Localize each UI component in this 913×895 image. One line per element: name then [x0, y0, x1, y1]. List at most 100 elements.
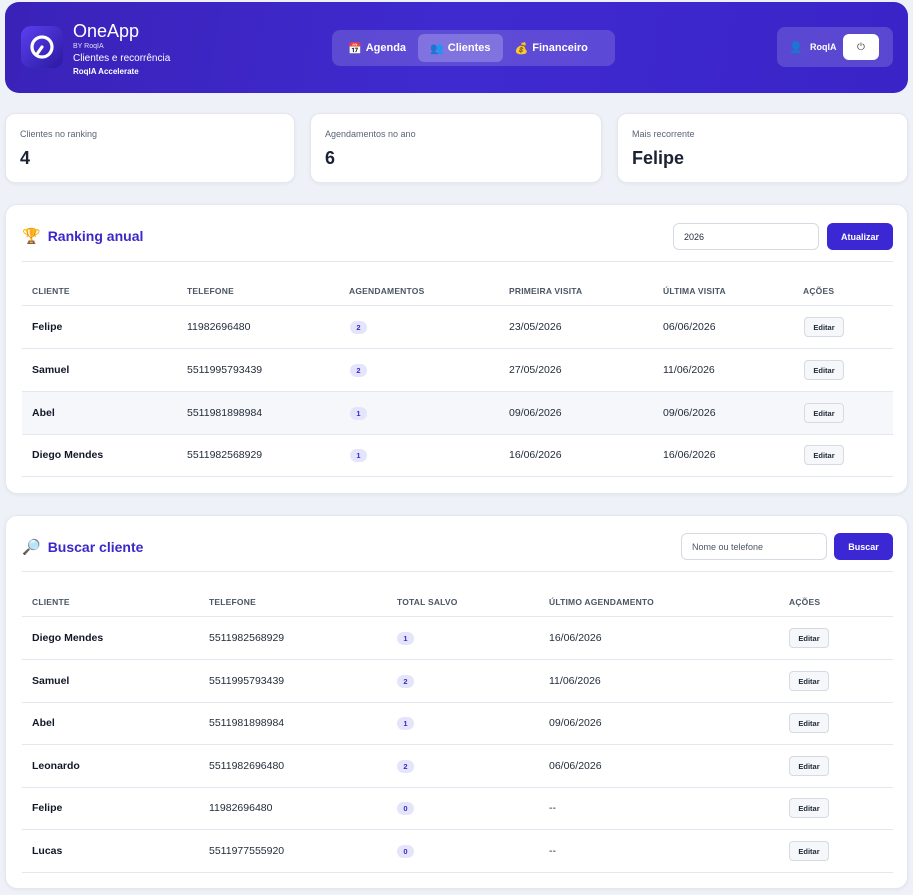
total-badge: 0: [397, 845, 414, 858]
table-row: Felipe 11982696480 0 -- Editar: [22, 787, 893, 830]
last-appointment: 06/06/2026: [549, 760, 602, 772]
client-name: Lucas: [32, 845, 63, 857]
ranking-panel: 🏆 Ranking anual Atualizar CLIENTE TELEFO…: [5, 204, 908, 494]
column-header: TOTAL SALVO: [397, 597, 458, 607]
year-input[interactable]: [673, 223, 819, 250]
tab-label: Clientes: [447, 42, 491, 54]
stat-card-appointments: Agendamentos no ano 6: [310, 113, 602, 183]
column-header: AÇÕES: [789, 597, 821, 607]
count-badge: 1: [350, 449, 367, 462]
first-visit: 16/06/2026: [509, 449, 562, 461]
brand-tagline: RoqIA Accelerate: [73, 67, 139, 76]
client-phone: 5511982568929: [209, 632, 285, 644]
logo-icon: [30, 35, 54, 59]
stat-value: 6: [325, 148, 336, 168]
stat-label: Mais recorrente: [632, 129, 695, 139]
edit-button[interactable]: Editar: [789, 756, 829, 776]
last-visit: 09/06/2026: [663, 407, 716, 419]
money-bag-icon: 💰: [514, 42, 529, 55]
divider: [22, 616, 893, 617]
edit-button[interactable]: Editar: [789, 713, 829, 733]
edit-button[interactable]: Editar: [789, 671, 829, 691]
client-name: Diego Mendes: [32, 632, 104, 644]
stat-label: Agendamentos no ano: [325, 129, 416, 139]
trophy-icon: 🏆: [22, 228, 41, 245]
search-input[interactable]: [681, 533, 827, 560]
table-row: Abel 5511981898984 1 09/06/2026 09/06/20…: [22, 392, 893, 435]
search-button[interactable]: Buscar: [834, 533, 893, 560]
user-icon: 👤: [789, 42, 803, 54]
client-name: Felipe: [32, 802, 63, 814]
edit-button[interactable]: Editar: [804, 403, 844, 423]
panel-title-label: Buscar cliente: [47, 539, 144, 555]
edit-button[interactable]: Editar: [789, 841, 829, 861]
user-name: RoqIA: [810, 42, 837, 52]
column-header: CLIENTE: [32, 286, 70, 296]
client-phone: 11982696480: [209, 802, 273, 814]
column-header: TELEFONE: [209, 597, 256, 607]
table-row: Samuel 5511995793439 2 11/06/2026 Editar: [22, 660, 893, 703]
column-header: ÚLTIMO AGENDAMENTO: [549, 597, 654, 607]
client-phone: 5511981898984: [187, 407, 263, 419]
stat-label: Clientes no ranking: [20, 129, 98, 139]
edit-button[interactable]: Editar: [789, 628, 829, 648]
stat-value: 4: [20, 148, 31, 168]
client-phone: 5511982568929: [187, 449, 263, 461]
last-appointment: 09/06/2026: [549, 717, 602, 729]
brand-subtitle: Clientes e recorrência: [73, 53, 171, 64]
column-header: PRIMEIRA VISITA: [509, 286, 583, 296]
divider: [22, 261, 893, 262]
client-name: Leonardo: [32, 760, 80, 772]
divider: [22, 571, 893, 572]
app-header: OneApp BY RoqIA Clientes e recorrência R…: [5, 2, 908, 93]
user-menu: 👤 RoqIA ⏻: [777, 27, 893, 67]
divider: [22, 305, 893, 306]
first-visit: 27/05/2026: [509, 364, 562, 376]
client-name: Samuel: [32, 364, 70, 376]
tab-clientes[interactable]: 👥 Clientes: [418, 34, 503, 62]
column-header: ÚLTIMA VISITA: [663, 286, 726, 296]
users-icon: 👥: [430, 42, 444, 55]
last-visit: 11/06/2026: [663, 364, 715, 376]
main-nav: 📅 Agenda 👥 Clientes 💰 Financeiro: [332, 30, 615, 66]
last-visit: 06/06/2026: [663, 321, 716, 333]
total-badge: 0: [397, 802, 414, 815]
client-name: Abel: [32, 407, 55, 419]
client-name: Felipe: [32, 321, 63, 333]
app-logo: [21, 26, 63, 68]
stat-card-most-recurrent: Mais recorrente Felipe: [617, 113, 908, 183]
stat-value: Felipe: [632, 148, 685, 168]
edit-button[interactable]: Editar: [789, 798, 829, 818]
count-badge: 2: [350, 321, 367, 334]
edit-button[interactable]: Editar: [804, 445, 844, 465]
client-phone: 5511977555920: [209, 845, 285, 857]
panel-title-label: Ranking anual: [47, 228, 144, 244]
last-appointment: 16/06/2026: [549, 632, 602, 644]
calendar-icon: 📅: [348, 42, 362, 55]
table-row: Diego Mendes 5511982568929 1 16/06/2026 …: [22, 434, 893, 477]
tab-label: Financeiro: [532, 42, 588, 54]
client-phone: 5511982696480: [209, 760, 285, 772]
column-header: AÇÕES: [803, 286, 835, 296]
table-row: Abel 5511981898984 1 09/06/2026 Editar: [22, 702, 893, 745]
last-appointment: 11/06/2026: [549, 675, 601, 687]
magnifier-icon: 🔎: [22, 539, 41, 556]
brand-name: OneApp: [73, 21, 140, 41]
total-badge: 2: [397, 675, 414, 688]
first-visit: 09/06/2026: [509, 407, 562, 419]
edit-button[interactable]: Editar: [804, 317, 844, 337]
client-phone: 5511981898984: [209, 717, 285, 729]
client-name: Samuel: [32, 675, 70, 687]
last-appointment: --: [549, 802, 556, 814]
total-badge: 1: [397, 632, 414, 645]
tab-agenda[interactable]: 📅 Agenda: [336, 34, 418, 62]
refresh-button[interactable]: Atualizar: [827, 223, 893, 250]
edit-button[interactable]: Editar: [804, 360, 844, 380]
client-name: Abel: [32, 717, 55, 729]
count-badge: 2: [350, 364, 367, 377]
brand-by: BY RoqIA: [73, 43, 104, 50]
client-name: Diego Mendes: [32, 449, 104, 461]
column-header: TELEFONE: [187, 286, 234, 296]
logout-button[interactable]: ⏻: [843, 34, 879, 60]
tab-financeiro[interactable]: 💰 Financeiro: [503, 34, 600, 62]
